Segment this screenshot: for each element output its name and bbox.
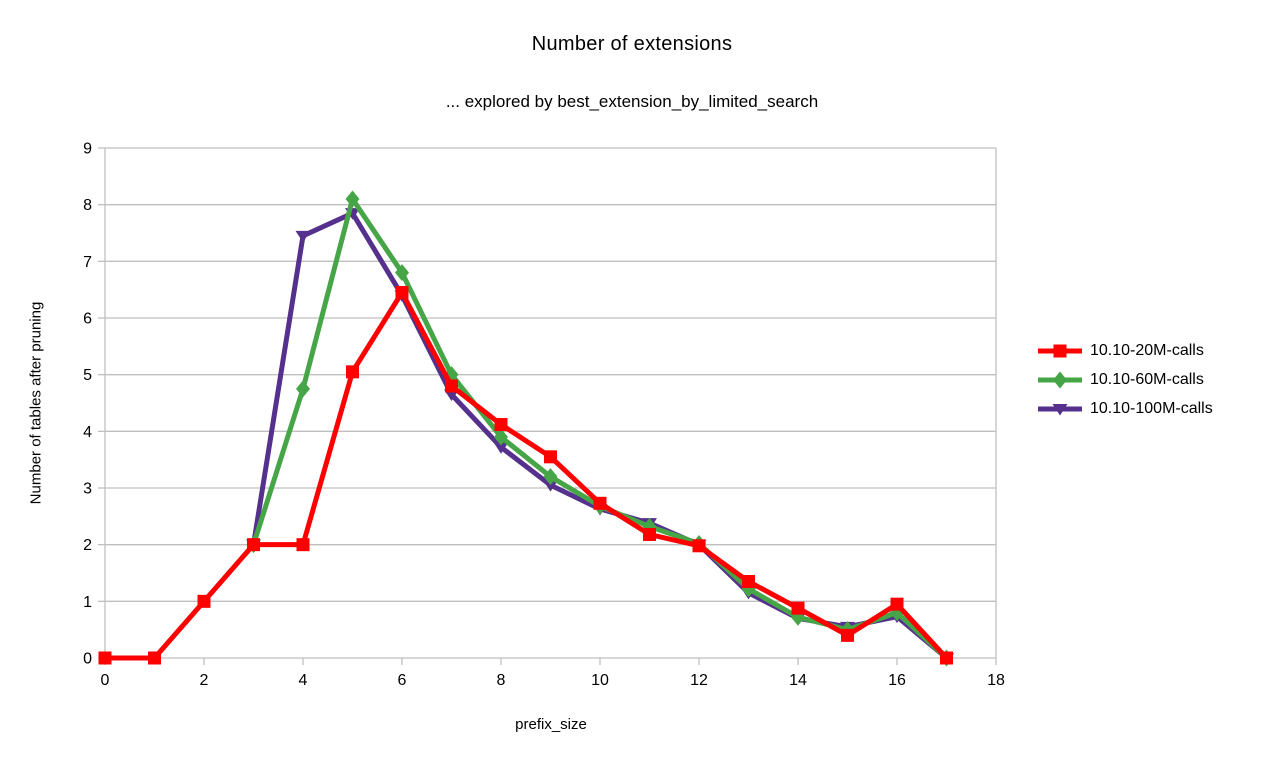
y-tick-label: 0	[83, 651, 92, 668]
x-tick-label: 4	[299, 672, 308, 689]
legend-item-60m: 10.10-60M-calls	[1038, 371, 1213, 389]
y-tick-label: 1	[83, 594, 92, 611]
y-tick-label: 5	[83, 367, 92, 384]
legend-label: 10.10-60M-calls	[1090, 371, 1204, 388]
x-tick-label: 14	[789, 672, 807, 689]
x-tick-label: 0	[101, 672, 110, 689]
x-tick-label: 6	[398, 672, 407, 689]
chart-title: Number of extensions	[531, 33, 733, 55]
y-tick-label: 2	[83, 537, 92, 554]
legend-swatch-triangle-icon	[1038, 404, 1082, 416]
y-tick-label: 9	[83, 141, 92, 158]
chart-subtitle: ... explored by best_extension_by_limite…	[445, 92, 819, 111]
x-tick-label: 2	[200, 672, 209, 689]
y-tick-label: 6	[83, 311, 92, 328]
legend-swatch-diamond-icon	[1038, 371, 1082, 389]
x-tick-label: 8	[497, 672, 506, 689]
legend: 10.10-20M-calls 10.10-60M-calls 10.10-10…	[1038, 342, 1213, 418]
x-axis-title: prefix_size	[515, 716, 587, 733]
legend-label: 10.10-20M-calls	[1090, 342, 1204, 359]
y-tick-label: 3	[83, 481, 92, 498]
x-tick-label: 16	[888, 672, 906, 689]
y-tick-label: 4	[83, 424, 92, 441]
legend-item-100m: 10.10-100M-calls	[1038, 400, 1213, 418]
legend-label: 10.10-100M-calls	[1090, 400, 1213, 417]
x-tick-label: 10	[591, 672, 609, 689]
legend-swatch-square-icon	[1038, 344, 1082, 358]
y-tick-label: 8	[83, 197, 92, 214]
legend-item-20m: 10.10-20M-calls	[1038, 342, 1213, 360]
x-tick-label: 18	[987, 672, 1005, 689]
y-tick-label: 7	[83, 254, 92, 271]
x-tick-label: 12	[690, 672, 708, 689]
